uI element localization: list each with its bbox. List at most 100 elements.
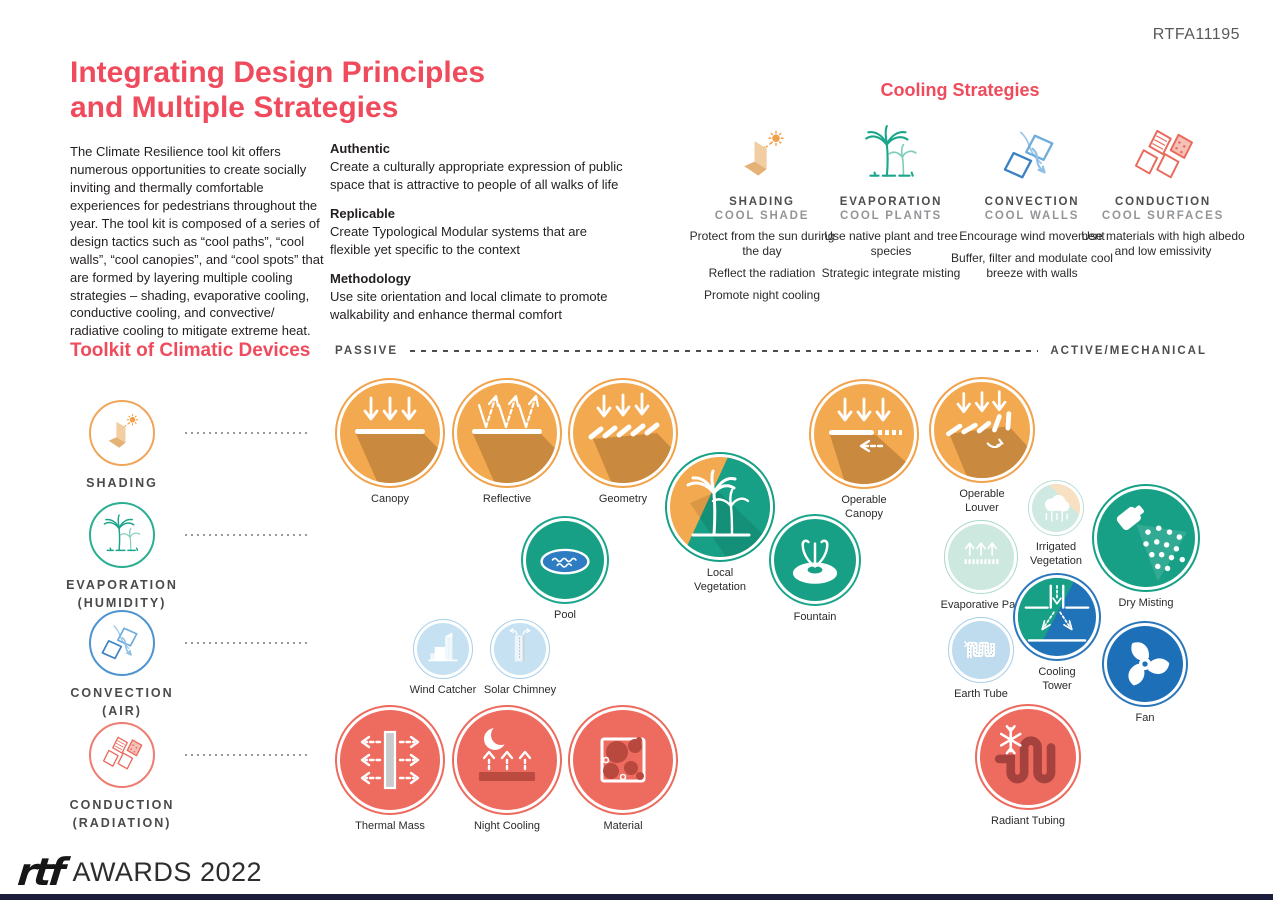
principle-replicable: Replicable Create Typological Modular sy… xyxy=(330,205,630,259)
principle-body: Create Typological Modular systems that … xyxy=(330,223,587,257)
strategy-point: Buffer, filter and modulate cool breeze … xyxy=(951,251,1113,280)
intro-paragraph: The Climate Resilience tool kit offers n… xyxy=(70,144,324,339)
thermal-mass-icon xyxy=(360,730,420,790)
device-cooling-tower: Cooling Tower xyxy=(1013,573,1101,692)
footer-logo-row: rtf AWARDS 2022 xyxy=(15,850,263,894)
axis-dashed-line xyxy=(410,350,1039,352)
axis-passive-label: PASSIVE xyxy=(335,345,398,357)
category-evaporation: EVAPORATION (HUMIDITY) xyxy=(52,502,192,612)
convection-icon xyxy=(101,622,143,664)
shading-icon xyxy=(101,412,143,454)
reflective-icon xyxy=(472,394,557,483)
device-local-vegetation: Local Vegetation xyxy=(665,452,775,593)
device-operable-louver: Operable Louver xyxy=(929,377,1035,514)
strategy-shading: SHADING COOL SHADE Protect from the sun … xyxy=(687,108,837,303)
page-title: Integrating Design Principles and Multip… xyxy=(70,56,590,126)
device-evaporative-pad: Evaporative Pad xyxy=(941,520,1021,611)
principle-heading: Authentic xyxy=(330,141,390,156)
strategy-name: CONVECTION xyxy=(984,196,1080,208)
rtf-logo: rtf xyxy=(15,850,65,894)
device-dry-misting: Dry Misting xyxy=(1092,484,1200,609)
irrigated-vegetation-icon xyxy=(1044,484,1080,522)
device-thermal-mass: Thermal Mass xyxy=(335,705,445,832)
page-title-line1: Integrating Design Principles xyxy=(70,56,486,89)
convection-walls-icon xyxy=(1003,126,1061,186)
geometry-icon xyxy=(588,392,673,483)
cooling-tower-icon xyxy=(1018,578,1090,642)
radiant-tubing-icon xyxy=(994,725,1056,784)
wind-catcher-icon xyxy=(428,632,458,662)
principle-methodology: Methodology Use site orientation and loc… xyxy=(330,270,630,324)
leader-line-convection xyxy=(185,642,307,644)
strategy-name: CONDUCTION xyxy=(1115,196,1211,208)
device-reflective: Reflective xyxy=(452,378,562,505)
strategy-conduction: CONDUCTION COOL SURFACES Use materials w… xyxy=(1078,108,1248,259)
evaporative-pad-icon xyxy=(964,542,999,564)
awards-text: AWARDS 2022 xyxy=(72,856,263,887)
strategy-point: Promote night cooling xyxy=(703,288,821,302)
category-label: CONVECTION (AIR) xyxy=(70,686,174,718)
category-label: SHADING xyxy=(86,476,158,490)
principle-authentic: Authentic Create a culturally appropriat… xyxy=(330,140,630,194)
conduction-icon xyxy=(101,735,143,775)
dry-misting-icon xyxy=(1116,505,1188,582)
axis-active-label: ACTIVE/MECHANICAL xyxy=(1050,345,1207,357)
device-canopy: Canopy xyxy=(335,378,445,505)
device-wind-catcher: Wind Catcher xyxy=(410,619,476,696)
device-earth-tube: Earth Tube xyxy=(948,617,1014,700)
device-operable-canopy: Operable Canopy xyxy=(809,379,919,520)
pool-icon xyxy=(540,548,590,575)
strategy-point: Protect from the sun during the day xyxy=(689,229,835,258)
leader-line-shading xyxy=(185,432,307,434)
strategy-convection: CONVECTION COOL WALLS Encourage wind mov… xyxy=(942,108,1122,281)
page-title-line2: and Multiple Strategies xyxy=(70,90,399,124)
device-night-cooling: Night Cooling xyxy=(452,705,562,832)
toolkit-heading: Toolkit of Climatic Devices xyxy=(70,340,311,361)
leader-line-conduction xyxy=(185,754,307,756)
category-shading: SHADING xyxy=(52,400,192,493)
device-fan: Fan xyxy=(1102,621,1188,724)
device-pool: Pool xyxy=(521,516,609,621)
device-geometry: Geometry xyxy=(568,378,678,505)
operable-canopy-icon xyxy=(829,397,914,484)
strategy-name: SHADING xyxy=(729,196,795,208)
strategy-point: Strategic integrate misting xyxy=(821,266,961,280)
earth-tube-icon xyxy=(964,641,995,659)
local-vegetation-icon xyxy=(682,457,770,557)
strategy-evaporation: EVAPORATION COOL PLANTS Use native plant… xyxy=(816,108,966,281)
passive-active-axis: PASSIVE ACTIVE/MECHANICAL xyxy=(335,345,1207,357)
principle-heading: Methodology xyxy=(330,270,411,286)
strategy-point: Use native plant and tree species xyxy=(824,229,958,258)
strategy-point: Use materials with high albedo and low e… xyxy=(1081,229,1245,258)
bottom-bar xyxy=(0,894,1273,900)
principle-body: Use site orientation and local climate t… xyxy=(330,288,608,322)
category-conduction: CONDUCTION (RADIATION) xyxy=(52,722,192,832)
solar-chimney-icon xyxy=(509,628,531,662)
fan-icon xyxy=(1128,642,1170,686)
strategy-subtitle: COOL SURFACES xyxy=(1101,210,1225,222)
design-principles: Authentic Create a culturally appropriat… xyxy=(330,140,630,334)
strategy-subtitle: COOL SHADE xyxy=(714,210,810,222)
cooling-strategies-heading: Cooling Strategies xyxy=(880,80,1040,100)
night-cooling-icon xyxy=(479,725,535,781)
category-label: CONDUCTION (RADIATION) xyxy=(69,798,175,830)
strategy-point: Reflect the radiation xyxy=(708,266,816,280)
strategy-subtitle: COOL PLANTS xyxy=(839,210,942,222)
category-label: EVAPORATION (HUMIDITY) xyxy=(66,578,178,610)
principle-body: Create a culturally appropriate expressi… xyxy=(330,158,623,192)
palm-tree-icon xyxy=(860,122,922,186)
device-fountain: Fountain xyxy=(769,514,861,623)
strategy-subtitle: COOL WALLS xyxy=(984,210,1080,222)
reference-code: RTFA11195 xyxy=(1152,26,1240,43)
conduction-surfaces-icon xyxy=(1132,128,1194,186)
fountain-icon xyxy=(792,539,838,584)
strategy-point: Encourage wind movement xyxy=(959,229,1105,243)
palm-tree-icon xyxy=(100,513,144,557)
strategy-name: EVAPORATION xyxy=(839,196,943,208)
operable-louver-icon xyxy=(946,390,1030,478)
principle-heading: Replicable xyxy=(330,205,396,221)
leader-line-evaporation xyxy=(185,534,307,536)
category-convection: CONVECTION (AIR) xyxy=(52,610,192,720)
device-material: Material xyxy=(568,705,678,832)
